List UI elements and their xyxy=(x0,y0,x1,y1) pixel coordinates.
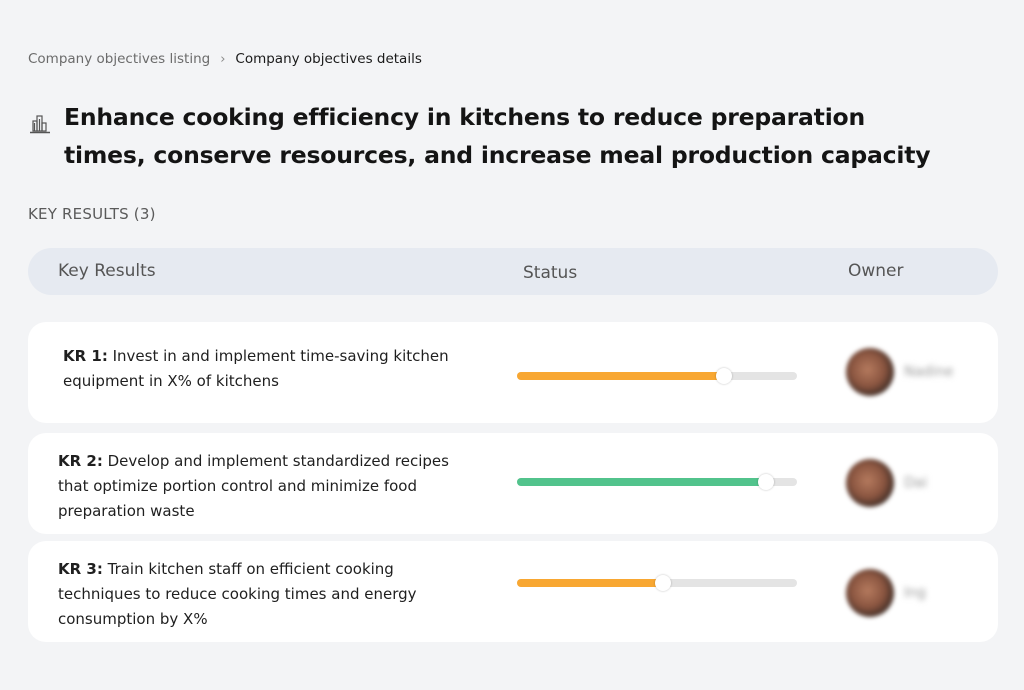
key-result-text: Train kitchen staff on efficient cooking… xyxy=(58,560,417,628)
breadcrumb: Company objectives listing › Company obj… xyxy=(28,51,422,67)
owner[interactable]: Ing xyxy=(846,569,926,617)
key-result-label: KR 1: xyxy=(63,347,108,365)
column-header-key-results: Key Results xyxy=(58,261,156,281)
progress-fill xyxy=(517,579,663,587)
key-result-description: KR 3: Train kitchen staff on efficient c… xyxy=(58,557,478,632)
key-result-row[interactable]: KR 2: Develop and implement standardized… xyxy=(28,433,998,534)
key-result-description: KR 1: Invest in and implement time-savin… xyxy=(63,344,483,394)
avatar xyxy=(846,569,894,617)
progress-slider[interactable] xyxy=(517,575,797,591)
owner-name: Ing xyxy=(904,585,926,601)
avatar xyxy=(846,459,894,507)
building-chart-icon xyxy=(28,112,52,136)
progress-knob[interactable] xyxy=(716,368,733,384)
key-result-row[interactable]: KR 1: Invest in and implement time-savin… xyxy=(28,322,998,423)
progress-knob[interactable] xyxy=(654,575,671,591)
progress-slider[interactable] xyxy=(517,368,797,384)
column-header-owner: Owner xyxy=(848,261,904,281)
progress-fill xyxy=(517,478,767,486)
breadcrumb-current: Company objectives details xyxy=(235,51,422,67)
page-title: Enhance cooking efficiency in kitchens t… xyxy=(64,103,931,169)
owner-name: Nadine xyxy=(904,364,954,380)
key-result-row[interactable]: KR 3: Train kitchen staff on efficient c… xyxy=(28,541,998,642)
avatar xyxy=(846,348,894,396)
owner-name: Dai xyxy=(904,475,928,491)
owner[interactable]: Nadine xyxy=(846,348,953,396)
table-header: Key Results Status Owner xyxy=(28,248,998,295)
progress-knob[interactable] xyxy=(758,474,775,490)
progress-slider[interactable] xyxy=(517,474,797,490)
key-results-count-label: KEY RESULTS (3) xyxy=(28,205,156,223)
key-result-label: KR 3: xyxy=(58,560,103,578)
owner[interactable]: Dai xyxy=(846,459,927,507)
key-result-label: KR 2: xyxy=(58,452,103,470)
key-result-description: KR 2: Develop and implement standardized… xyxy=(58,449,478,524)
progress-fill xyxy=(517,372,725,380)
breadcrumb-parent-link[interactable]: Company objectives listing xyxy=(28,51,211,67)
key-result-text: Invest in and implement time-saving kitc… xyxy=(63,347,449,390)
chevron-right-icon: › xyxy=(220,51,226,67)
column-header-status: Status xyxy=(523,263,578,283)
key-result-text: Develop and implement standardized recip… xyxy=(58,452,449,520)
objective-header: Enhance cooking efficiency in kitchens t… xyxy=(28,98,944,174)
